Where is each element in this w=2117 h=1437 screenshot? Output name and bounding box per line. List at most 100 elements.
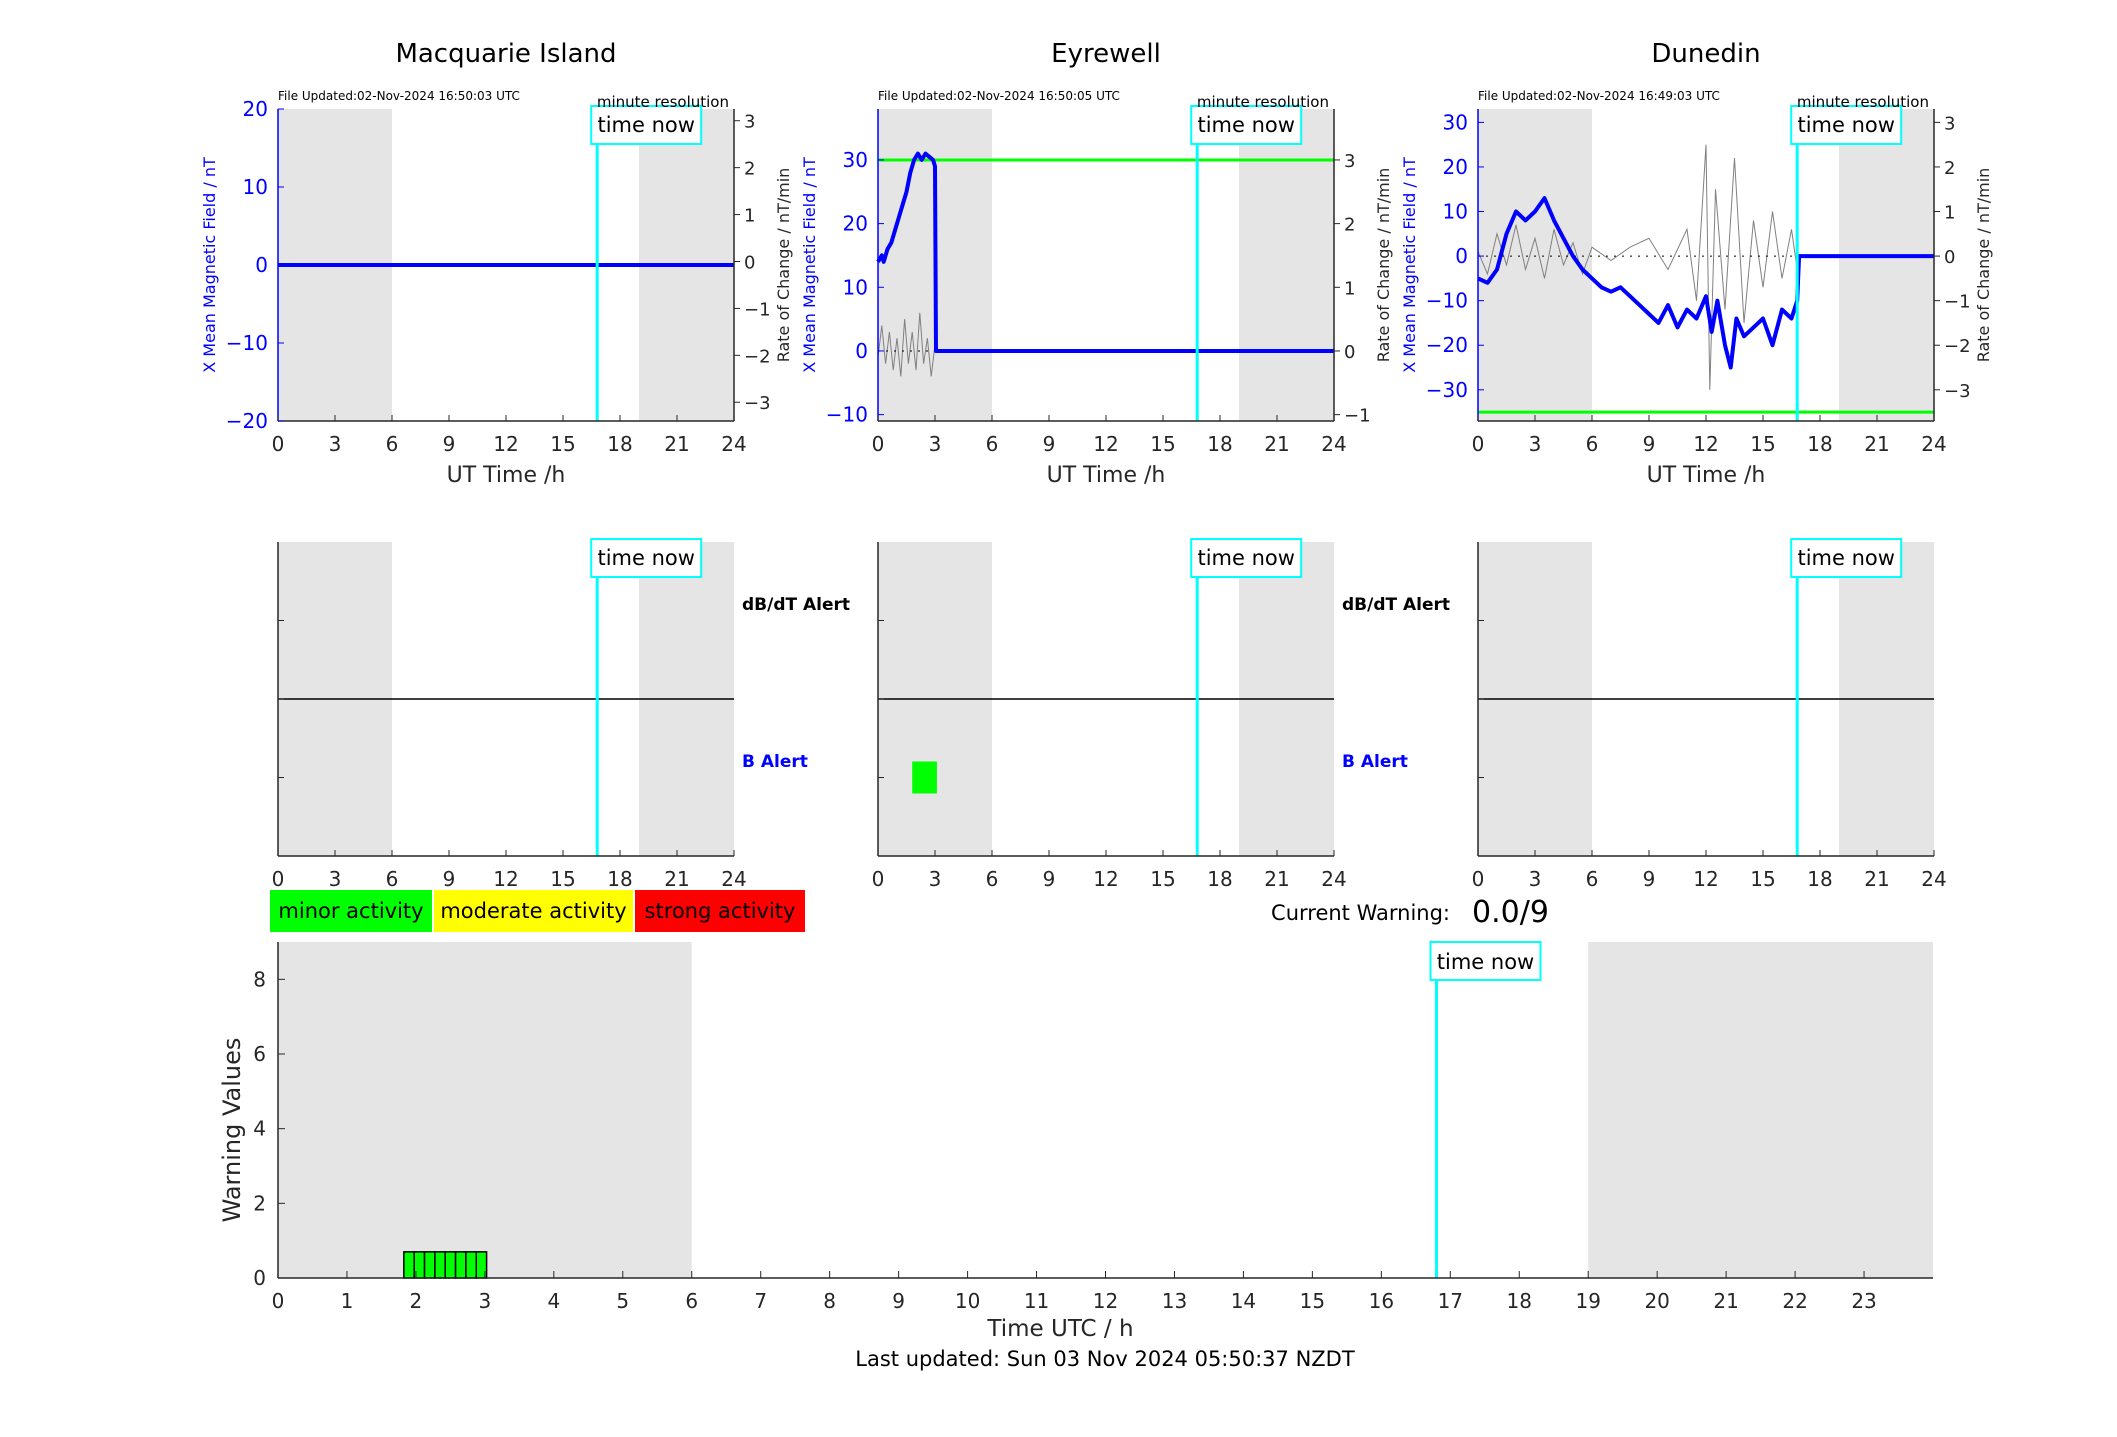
alert-x-tick-label: 0 (1472, 867, 1485, 891)
x-tick-label: 9 (1643, 432, 1656, 456)
x-axis-label: UT Time /h (447, 463, 566, 488)
x-tick-label: 24 (1921, 432, 1946, 456)
y-tick-label: −20 (226, 409, 268, 433)
time-now-box (1190, 105, 1303, 145)
y2-tick-label: 0 (1944, 247, 1955, 268)
alert-x-tick-label: 24 (1921, 867, 1946, 891)
warning-x-tick-label: 16 (1369, 1289, 1394, 1313)
warning-x-tick-label: 10 (955, 1289, 980, 1313)
night-shading (1839, 109, 1934, 421)
time-now-label: time now (1197, 113, 1294, 137)
warning-x-tick-label: 6 (685, 1289, 698, 1313)
y2-tick-label: 1 (744, 206, 755, 227)
y2-tick-label: 3 (744, 112, 755, 133)
y-axis-label: X Mean Magnetic Field / nT (800, 157, 819, 373)
x-tick-label: 12 (1693, 432, 1718, 456)
warning-time-now-label: time now (1437, 950, 1534, 974)
alert-time-now-label: time now (1197, 546, 1294, 570)
y-tick-label: 20 (843, 212, 868, 236)
dbdt-alert-label: dB/dT Alert (742, 595, 850, 615)
y2-tick-label: −2 (1944, 336, 1971, 357)
alert-time-now-label: time now (597, 546, 694, 570)
resolution-label: minute resolution (1197, 93, 1329, 111)
night-shading (1239, 109, 1334, 421)
y-tick-label: 30 (1443, 110, 1468, 134)
current-warning-label: Current Warning: (1271, 901, 1450, 925)
y-tick-label: −10 (1426, 289, 1468, 313)
alert-marker (912, 761, 937, 794)
station-title: Macquarie Island (395, 39, 616, 69)
alert-x-tick-label: 0 (272, 867, 285, 891)
y-tick-label: −30 (1426, 378, 1468, 402)
file-updated-label: File Updated:02-Nov-2024 16:49:03 UTC (1478, 89, 1720, 103)
alert-x-tick-label: 12 (493, 867, 518, 891)
alert-time-now-box (1190, 538, 1303, 578)
station-panel: Macquarie Island time now File Updated:02-… (200, 39, 850, 891)
y2-axis-label: Rate of Change / nT/min (1974, 168, 1993, 363)
warning-x-tick-label: 11 (1024, 1289, 1049, 1313)
resolution-label: minute resolution (1797, 93, 1929, 111)
station-title: Dunedin (1651, 39, 1760, 69)
x-tick-label: 15 (1750, 432, 1775, 456)
warning-x-tick-label: 2 (410, 1289, 423, 1313)
y2-tick-label: 1 (1944, 203, 1955, 224)
alert-x-tick-label: 12 (1693, 867, 1718, 891)
y-tick-label: 10 (243, 175, 268, 199)
y-tick-label: 20 (243, 97, 268, 121)
alert-x-tick-label: 9 (1043, 867, 1056, 891)
y2-axis-label: Rate of Change / nT/min (1374, 168, 1393, 363)
current-warning-value: 0.0/9 (1472, 895, 1549, 930)
x-tick-label: 9 (1043, 432, 1056, 456)
x-tick-label: 3 (929, 432, 942, 456)
warning-x-tick-label: 23 (1851, 1289, 1876, 1313)
y-tick-label: 0 (255, 253, 268, 277)
x-field-series (1477, 196, 1934, 370)
warning-x-tick-label: 18 (1507, 1289, 1532, 1313)
alert-x-tick-label: 18 (607, 867, 632, 891)
x-tick-label: 18 (1807, 432, 1832, 456)
warning-x-tick-label: 21 (1713, 1289, 1738, 1313)
time-now-label: time now (1797, 113, 1894, 137)
warning-bar (444, 1251, 457, 1279)
alert-x-tick-label: 15 (1750, 867, 1775, 891)
alert-x-tick-label: 21 (664, 867, 689, 891)
x-tick-label: 12 (1093, 432, 1118, 456)
y-tick-label: 10 (843, 275, 868, 299)
x-tick-label: 24 (721, 432, 746, 456)
warning-x-tick-label: 15 (1300, 1289, 1325, 1313)
warning-x-tick-label: 5 (616, 1289, 629, 1313)
y2-tick-label: 0 (744, 252, 755, 273)
file-updated-label: File Updated:02-Nov-2024 16:50:05 UTC (878, 89, 1120, 103)
x-tick-label: 0 (1472, 432, 1485, 456)
alert-x-tick-label: 12 (1093, 867, 1118, 891)
y2-tick-label: 3 (1944, 113, 1955, 134)
y-tick-label: 0 (1455, 244, 1468, 268)
legend-minor-label: minor activity (278, 899, 423, 923)
station-title: Eyrewell (1051, 39, 1161, 69)
alert-x-tick-label: 15 (1150, 867, 1175, 891)
warning-x-tick-label: 17 (1438, 1289, 1463, 1313)
x-field-series (876, 151, 1334, 353)
legend-strong-label: strong activity (645, 899, 796, 923)
y2-tick-label: −1 (744, 299, 771, 320)
x-tick-label: 15 (1150, 432, 1175, 456)
warning-bar (465, 1251, 478, 1279)
y2-tick-label: 1 (1344, 278, 1355, 299)
warning-x-tick-label: 13 (1162, 1289, 1187, 1313)
alert-x-tick-label: 3 (929, 867, 942, 891)
warning-bar (454, 1251, 467, 1279)
time-now-box (590, 105, 703, 145)
y-tick-label: −10 (226, 331, 268, 355)
rate-of-change-series (1477, 144, 1798, 390)
y2-tick-label: 2 (744, 159, 755, 180)
rate-of-change-series (877, 312, 936, 377)
warning-x-tick-label: 0 (272, 1289, 285, 1313)
alert-x-tick-label: 21 (1864, 867, 1889, 891)
b-alert-label: B Alert (742, 752, 808, 772)
y2-tick-label: −3 (1944, 381, 1971, 402)
x-tick-label: 0 (872, 432, 885, 456)
warning-x-tick-label: 8 (823, 1289, 836, 1313)
y2-tick-label: 2 (1944, 158, 1955, 179)
